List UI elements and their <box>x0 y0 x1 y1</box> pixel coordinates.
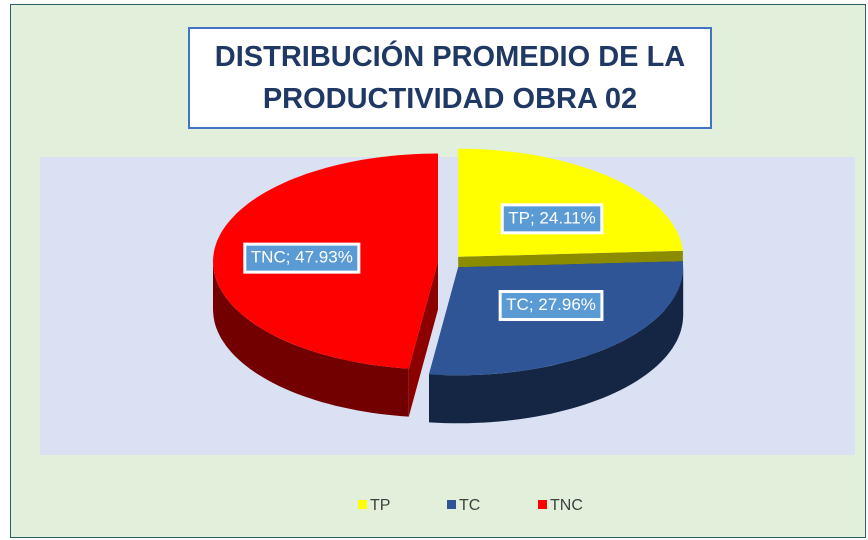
slice-cut-face <box>408 261 438 417</box>
data-label: TNC; 47.93% <box>243 242 361 274</box>
legend-label: TP <box>370 497 390 514</box>
legend-swatch <box>538 500 547 509</box>
data-label-box <box>243 242 361 274</box>
data-label: TC; 27.96% <box>498 290 604 322</box>
chart-title: DISTRIBUCIÓN PROMEDIO DE LA PRODUCTIVIDA… <box>214 41 686 115</box>
legend-label: TC <box>459 497 480 514</box>
data-label-box <box>498 290 604 322</box>
data-label-text: TP; 24.11% <box>508 208 596 227</box>
slice-side <box>213 261 409 417</box>
legend-label: TNC <box>550 497 583 514</box>
slice-side <box>429 267 684 424</box>
legend-swatch <box>358 500 367 509</box>
data-label-box <box>500 203 604 235</box>
data-label-text: TC; 27.96% <box>506 295 596 314</box>
data-label: TP; 24.11% <box>500 203 604 235</box>
title-box: DISTRIBUCIÓN PROMEDIO DE LA PRODUCTIVIDA… <box>188 27 712 129</box>
data-label-text: TNC; 47.93% <box>251 248 353 267</box>
legend-swatch <box>447 500 456 509</box>
